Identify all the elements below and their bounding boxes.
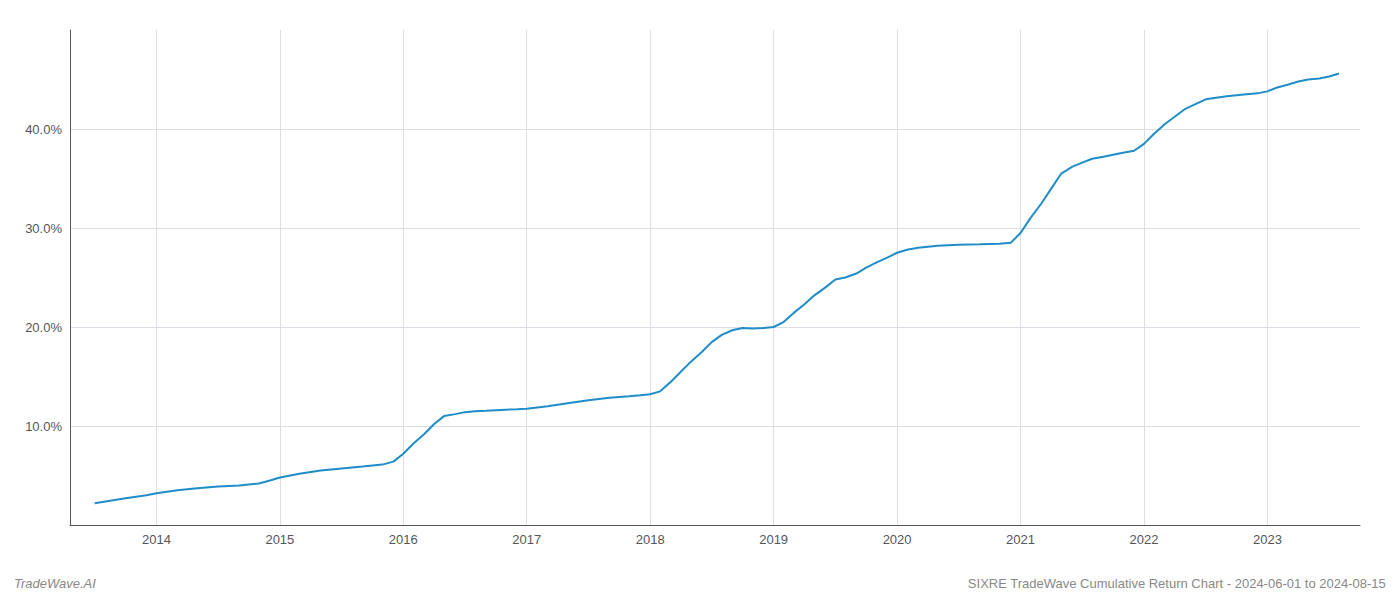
svg-text:TradeWave.AI: TradeWave.AI — [14, 576, 96, 591]
svg-text:2018: 2018 — [636, 532, 665, 547]
svg-text:2020: 2020 — [883, 532, 912, 547]
svg-text:2017: 2017 — [512, 532, 541, 547]
svg-text:2019: 2019 — [759, 532, 788, 547]
svg-text:40.0%: 40.0% — [25, 122, 62, 137]
svg-text:2021: 2021 — [1006, 532, 1035, 547]
svg-text:2023: 2023 — [1253, 532, 1282, 547]
svg-text:2015: 2015 — [265, 532, 294, 547]
svg-text:SIXRE TradeWave Cumulative Ret: SIXRE TradeWave Cumulative Return Chart … — [968, 576, 1386, 591]
svg-text:2022: 2022 — [1130, 532, 1159, 547]
svg-text:2016: 2016 — [389, 532, 418, 547]
svg-text:30.0%: 30.0% — [25, 221, 62, 236]
svg-text:10.0%: 10.0% — [25, 419, 62, 434]
svg-text:20.0%: 20.0% — [25, 320, 62, 335]
svg-text:2014: 2014 — [142, 532, 171, 547]
